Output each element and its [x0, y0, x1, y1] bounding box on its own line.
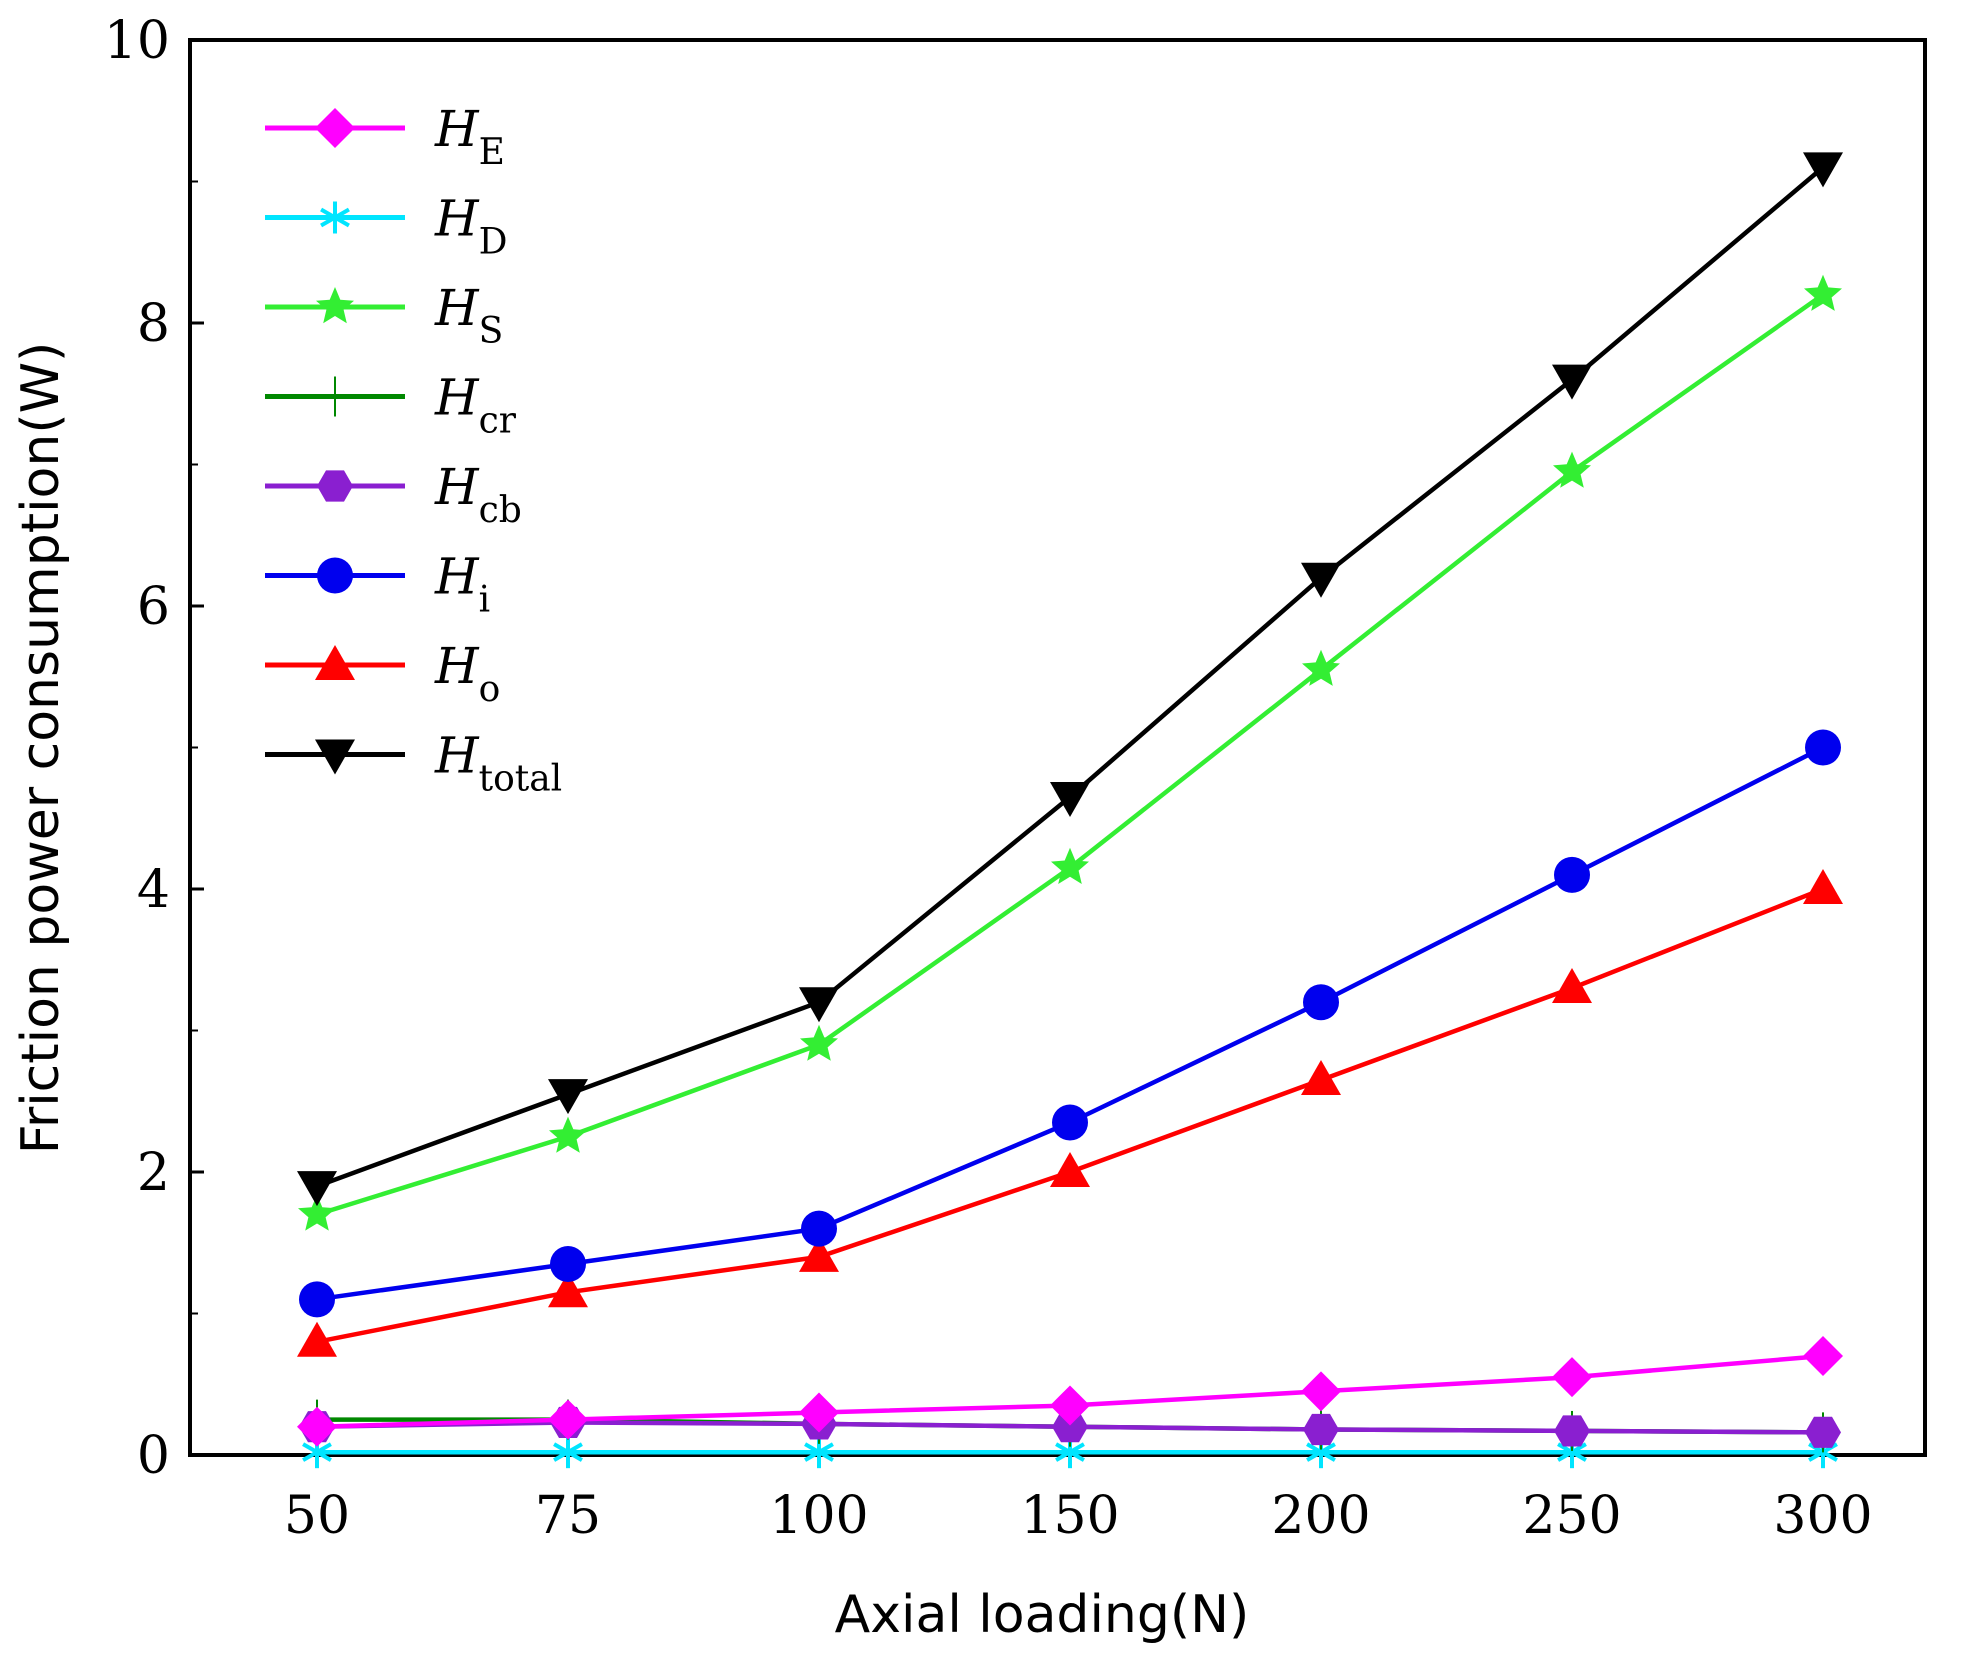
data-point — [1303, 984, 1339, 1021]
legend-label: Hcb — [434, 458, 522, 531]
x-tick-label: 150 — [1020, 1486, 1119, 1546]
y-tick-label: 2 — [137, 1143, 170, 1203]
data-point — [1050, 1385, 1090, 1426]
legend-item-H_total: Htotal — [265, 727, 562, 800]
series-H_total — [297, 152, 1843, 1207]
x-axis-ticks: 50 75 100 150 200 250 300 — [284, 1441, 1873, 1546]
data-point — [299, 1281, 335, 1318]
data-point — [548, 1272, 588, 1308]
series-layer — [297, 152, 1843, 1469]
series-H_E — [297, 1335, 1843, 1447]
legend-label: Hcr — [434, 369, 517, 442]
legend-marker — [317, 557, 353, 594]
data-point — [1552, 1357, 1592, 1398]
legend-marker — [320, 201, 350, 234]
data-point — [297, 1171, 337, 1207]
data-point — [1303, 1413, 1339, 1446]
data-point — [1804, 274, 1842, 311]
data-point — [1803, 1335, 1843, 1376]
data-point — [1805, 729, 1841, 766]
data-point — [1554, 1415, 1590, 1447]
legend-marker — [316, 287, 354, 324]
legend-marker — [315, 108, 355, 148]
legend: HE HD HS Hcr Hcb Hi Ho Htotal — [265, 100, 562, 800]
y-tick-label: 4 — [137, 860, 170, 920]
legend-item-H_E: HE — [265, 100, 505, 173]
x-tick-label: 300 — [1773, 1486, 1872, 1546]
data-point — [548, 1079, 588, 1115]
series-line — [316, 745, 1825, 1302]
data-point — [1301, 562, 1341, 598]
y-tick-label: 6 — [137, 577, 170, 637]
data-point — [1052, 1104, 1088, 1141]
legend-item-H_i: Hi — [265, 548, 490, 621]
legend-marker — [315, 739, 355, 775]
y-tick-label: 8 — [137, 294, 170, 354]
data-point — [801, 1210, 837, 1247]
data-point — [1554, 856, 1590, 893]
y-tick-label: 10 — [104, 11, 170, 71]
x-tick-label: 50 — [284, 1486, 350, 1546]
data-point — [1552, 968, 1592, 1004]
y-tick-label: 0 — [137, 1426, 170, 1486]
data-point — [297, 1406, 337, 1447]
legend-item-H_S: HS — [265, 279, 503, 352]
legend-item-H_o: Ho — [265, 637, 500, 710]
legend-label: Ho — [434, 637, 500, 710]
data-point — [297, 1321, 337, 1357]
series-H_o — [297, 869, 1843, 1357]
data-point — [1051, 847, 1089, 884]
data-point — [553, 1436, 583, 1469]
data-point — [1803, 869, 1843, 904]
legend-label: Htotal — [434, 727, 562, 800]
legend-label: HD — [434, 190, 507, 263]
data-point — [298, 1194, 336, 1231]
x-tick-label: 250 — [1522, 1486, 1621, 1546]
x-axis-title: Axial loading(N) — [835, 1585, 1250, 1645]
legend-marker — [315, 645, 355, 680]
data-point — [1050, 1152, 1090, 1187]
data-point — [549, 1116, 587, 1153]
data-point — [799, 1236, 839, 1272]
data-point — [799, 987, 839, 1023]
data-point — [550, 1245, 586, 1282]
legend-item-H_cr: Hcr — [265, 369, 517, 442]
x-tick-label: 200 — [1271, 1486, 1370, 1546]
data-point — [1301, 1371, 1341, 1412]
x-tick-label: 75 — [535, 1486, 601, 1546]
x-tick-label: 100 — [769, 1486, 868, 1546]
data-point — [1552, 364, 1592, 400]
legend-label: HS — [434, 279, 503, 352]
data-point — [548, 1399, 588, 1440]
series-H_i — [299, 729, 1841, 1318]
data-point — [1301, 1060, 1341, 1096]
series-line — [316, 165, 1825, 1189]
data-point — [1553, 451, 1591, 488]
y-axis-title: Friction power consumption(W) — [11, 342, 71, 1155]
data-point — [1803, 152, 1843, 188]
series-H_S — [298, 274, 1842, 1231]
legend-marker — [317, 470, 353, 502]
data-point — [799, 1392, 839, 1433]
data-point — [1302, 649, 1340, 686]
data-point — [1052, 1411, 1088, 1443]
data-point — [1050, 782, 1090, 818]
y-axis-ticks: 0 2 4 6 8 10 — [104, 11, 204, 1486]
legend-item-H_D: HD — [265, 190, 507, 263]
data-point — [1805, 1416, 1841, 1448]
legend-label: HE — [434, 100, 505, 173]
data-point — [800, 1024, 838, 1061]
legend-item-H_cb: Hcb — [265, 458, 522, 531]
series-line — [316, 292, 1825, 1217]
legend-label: Hi — [434, 548, 490, 621]
